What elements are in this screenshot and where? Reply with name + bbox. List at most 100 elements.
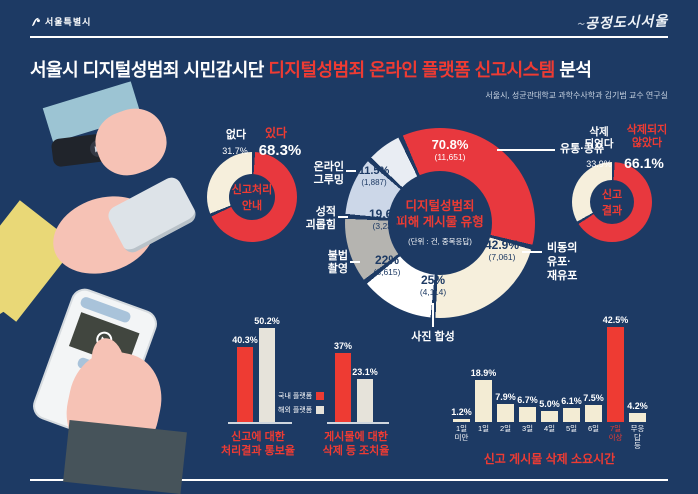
- title-suffix: 분석: [554, 60, 592, 80]
- chart-title-action: 게시물에 대한 삭제 등 조치율: [322, 431, 390, 458]
- bar: [629, 413, 646, 422]
- report-guide-donut: 신고처리 안내: [207, 152, 297, 242]
- brand-logo-text: 공정도시서울: [584, 12, 669, 32]
- bar-category-label: 1일 미만: [454, 424, 469, 442]
- bar-cell-5: 6.1% 5일: [561, 396, 582, 443]
- donut-value-yes: 68.3%: [258, 142, 302, 159]
- legend-swatch-red: [316, 392, 325, 400]
- bar: [497, 404, 514, 422]
- bar-cell-1: 18.9% 1일: [471, 368, 497, 443]
- title-prefix: 서울시 디지털성범죄 시민감시단: [30, 60, 269, 80]
- sleeve-illustration: [63, 420, 187, 494]
- bar-category-label: 1일: [477, 424, 490, 433]
- bar-value-label: 18.9%: [470, 368, 497, 378]
- slice-count: (3,615): [373, 267, 401, 277]
- bar-value-label: 50.2%: [254, 316, 280, 326]
- slice-value: 11.5%: [358, 165, 390, 177]
- callout-line: [350, 261, 360, 263]
- report-result-donut: 신고 결과: [572, 162, 652, 242]
- slice-label-composite: 사진 합성: [411, 331, 455, 343]
- bar-cell-3: 6.7% 3일: [517, 395, 538, 443]
- bar-category-label: 4일: [543, 424, 556, 433]
- bar-value-label: 40.3%: [232, 335, 258, 345]
- axis-baseline: [327, 422, 389, 424]
- bar-cell-7: 42.5% 7일 이상: [603, 315, 629, 443]
- donut-label-deleted: 삭제 되었다: [584, 126, 614, 151]
- bar-category-label: 2일: [499, 424, 512, 433]
- bar-value-label: 6.7%: [517, 395, 538, 405]
- bar: [563, 408, 580, 422]
- callout-line: [338, 216, 348, 218]
- bar-cell-6: 7.5% 6일: [583, 393, 604, 443]
- slice-value: 25%: [420, 273, 446, 287]
- bar-value-label: 7.9%: [495, 392, 516, 402]
- bar-value-label: 42.5%: [602, 315, 629, 325]
- donut-label-yes: 있다: [264, 126, 288, 140]
- chart-title-deletion-time: 신고 게시물 삭제 소요시간: [483, 452, 616, 466]
- platform-legend: 국내 플랫폼 해외 플랫폼: [278, 391, 325, 415]
- bar-cell-2: 7.9% 2일: [495, 392, 516, 443]
- legend-item-overseas: 해외 플랫폼: [278, 405, 325, 415]
- bar-cell-1: 23.1%: [352, 367, 378, 422]
- bar-category-label: 3일: [521, 424, 534, 433]
- bar-value-label: 37%: [334, 341, 353, 351]
- seoul-logo-icon: [32, 17, 40, 26]
- seoul-city-logo: 서울특별시: [30, 15, 91, 28]
- bar-cell-1: 50.2%: [254, 316, 280, 422]
- donut-hole: 신고 결과: [590, 180, 634, 224]
- bar: [585, 405, 602, 422]
- legend-label: 해외 플랫폼: [278, 407, 313, 414]
- legend-item-domestic: 국내 플랫폼: [278, 391, 325, 401]
- bar: [519, 407, 536, 422]
- bar-cell-0: 1.2% 1일 미만: [451, 407, 472, 443]
- donut-value-deleted: 33.9%: [586, 159, 612, 169]
- bar: [259, 328, 275, 422]
- page-title: 서울시 디지털성범죄 시민감시단 디지털성범죄 온라인 플랫폼 신고시스템 분석: [30, 56, 670, 82]
- slice-value: 19.6%: [368, 207, 404, 221]
- unit-note: (단위 : 건, 중복응답): [408, 236, 472, 246]
- chart-title-notify: 신고에 대한 처리결과 통보율: [221, 431, 295, 458]
- slice-count: (4,114): [419, 287, 447, 297]
- axis-baseline: [228, 422, 292, 424]
- callout-line: [346, 170, 356, 172]
- bar-value-label: 5.0%: [539, 399, 560, 409]
- donut-hole: 신고처리 안내: [229, 174, 275, 220]
- bar-value-label: 4.2%: [627, 401, 648, 411]
- legend-label: 국내 플랫폼: [278, 393, 313, 400]
- bar-category-label: 5일: [565, 424, 578, 433]
- bar: [541, 411, 558, 422]
- callout-line: [497, 149, 555, 151]
- slice-value: 42.9%: [484, 238, 520, 252]
- bar-cell-8: 4.2% 무응답 등: [627, 401, 648, 451]
- footer-divider: [30, 479, 668, 481]
- slice-count: (7,061): [488, 252, 516, 262]
- header-divider: [30, 36, 668, 38]
- city-logo-text: 서울특별시: [45, 17, 92, 27]
- action-rate-bar-chart: 37% 23.1%: [334, 314, 378, 422]
- slice-count: (11,651): [434, 152, 466, 162]
- title-highlight: 디지털성범죄 온라인 플랫폼 신고시스템: [268, 60, 555, 80]
- bar-category-label: 7일 이상: [608, 424, 623, 442]
- donut-label-not-deleted: 삭제되지 않았다: [626, 124, 668, 149]
- bar-value-label: 6.1%: [561, 396, 582, 406]
- slice-count: (1,887): [361, 178, 387, 187]
- callout-line: [432, 303, 434, 327]
- slice-label-grooming: 온라인 그루밍: [313, 161, 344, 186]
- donut-center-title: 디지털성범죄 피해 게시물 유형: [396, 199, 484, 229]
- bar-value-label: 7.5%: [583, 393, 604, 403]
- donut-hole: 디지털성범죄 피해 게시물 유형 (단위 : 건, 중복응답): [388, 171, 492, 275]
- deletion-time-bar-chart: 1.2% 1일 미만 18.9% 1일 7.9% 2일 6.7% 3일 5.0% 4일 6.1% 5일…: [451, 315, 648, 451]
- bar: [237, 347, 253, 422]
- bar-cell-4: 5.0% 4일: [539, 399, 560, 443]
- subtitle-credit: 서울시, 성균관대학교 과학수사학과 김기범 교수 연구실: [485, 91, 668, 100]
- brand-logo: 〜공정도시서울: [576, 10, 669, 33]
- legend-swatch-white: [316, 406, 325, 414]
- donut-value-not-deleted: 66.1%: [624, 155, 664, 171]
- bar: [357, 379, 373, 422]
- slice-value: 22%: [374, 253, 400, 267]
- slice-label-nonconsent: 비동의 유포· 재유포: [547, 242, 578, 282]
- slice-label-illegal-filming: 불법 촬영: [327, 250, 348, 275]
- post-type-donut: 디지털성범죄 피해 게시물 유형 (단위 : 건, 중복응답): [345, 128, 535, 318]
- bar-category-label: 무응답 등: [630, 424, 645, 451]
